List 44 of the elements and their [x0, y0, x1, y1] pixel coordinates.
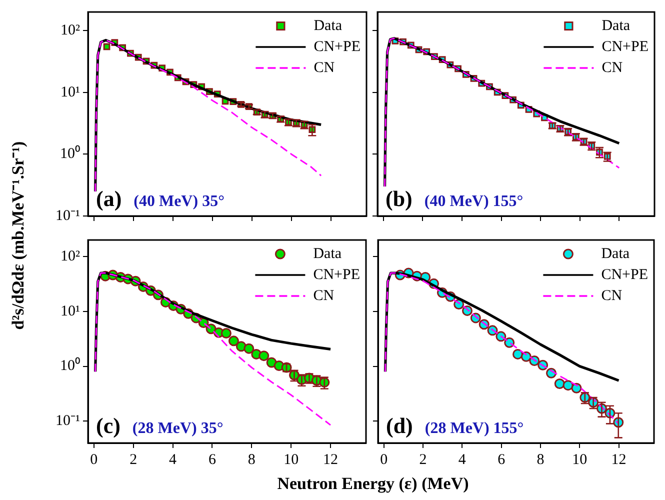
legend-label: Data [602, 18, 630, 34]
x-tick-label: 0 [90, 452, 98, 468]
x-tick-label: 4 [458, 452, 466, 468]
x-tick-label: 10 [284, 452, 299, 468]
x-axis-title: Neutron Energy (ε) (MeV) [276, 474, 470, 494]
annotation: (d) [386, 413, 413, 438]
x-tick-label: 6 [498, 452, 506, 468]
y-tick-label: 10¹ [60, 84, 80, 100]
legend-label: CN+PE [601, 266, 648, 283]
legend-label: Data [314, 18, 342, 34]
legend-label: CN+PE [314, 38, 361, 55]
annotation: (28 MeV) 35° [132, 420, 224, 437]
x-tick-label: 12 [323, 452, 338, 468]
x-tick-label: 6 [208, 452, 216, 468]
y-tick-label: 10² [60, 248, 80, 264]
annotation: (c) [96, 413, 120, 438]
legend-label: CN [314, 60, 335, 76]
x-tick-label: 2 [130, 452, 138, 468]
y-tick-label: 10⁻¹ [56, 208, 80, 224]
x-tick-label: 4 [169, 452, 178, 468]
legend-label: Data [313, 246, 342, 262]
y-tick-label: 10¹ [60, 303, 80, 320]
y-tick-label: 10⁻¹ [56, 413, 80, 430]
y-tick-label: 10⁰ [60, 145, 80, 162]
x-tick-label: 8 [536, 452, 544, 468]
legend-label: CN [602, 60, 623, 76]
x-tick-label: 2 [419, 452, 427, 468]
annotation: (b) [386, 186, 412, 211]
x-tick-label: 0 [380, 452, 388, 468]
annotation: (28 MeV) 155° [424, 420, 524, 437]
legend-label: CN+PE [602, 38, 649, 55]
legend-label: CN [313, 288, 334, 304]
annotation: (40 MeV) 35° [134, 193, 224, 210]
legend-label: Data [601, 246, 630, 262]
y-tick-label: 10⁰ [60, 357, 80, 374]
annotation: (40 MeV) 155° [424, 193, 524, 210]
x-tick-label: 8 [248, 452, 256, 468]
legend-label: CN [601, 288, 622, 304]
y-axis-title: d²s/dΩdε (mb.MeV⁻¹.Sr⁻¹) [8, 140, 28, 330]
annotation: (a) [96, 186, 122, 211]
x-tick-label: 10 [572, 452, 588, 468]
x-tick-label: 12 [611, 452, 626, 468]
legend-label: CN+PE [313, 266, 360, 283]
y-tick-label: 10² [60, 22, 80, 39]
